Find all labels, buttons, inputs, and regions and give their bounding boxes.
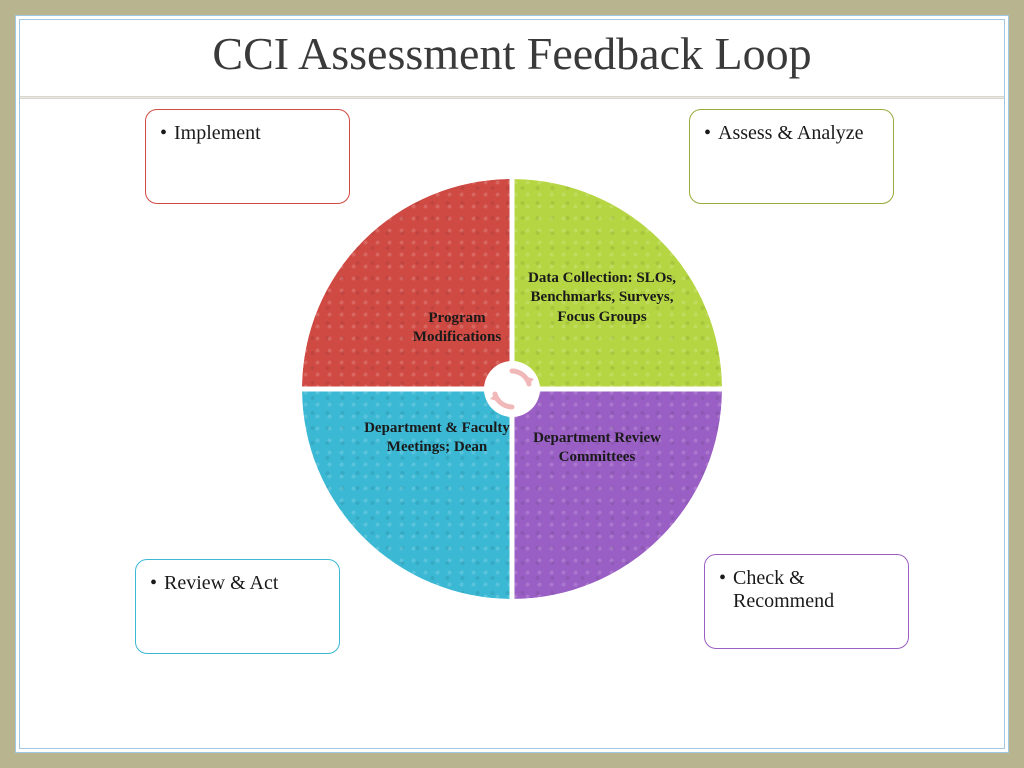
callout-text: Assess & Analyze <box>718 122 864 144</box>
page-title: CCI Assessment Feedback Loop <box>20 20 1004 96</box>
diagram-content: Implement Assess & Analyze Review & Act … <box>20 99 1004 679</box>
outer-frame: CCI Assessment Feedback Loop Implement A… <box>15 15 1009 753</box>
callout-text: Review & Act <box>164 572 278 594</box>
quadrant-program-mods <box>302 179 512 389</box>
quadrant-label-tl: Program Modifications <box>392 309 522 348</box>
quadrant-label-bl: Department & Faculty Meetings; Dean <box>362 419 512 458</box>
quadrant-label-tr: Data Collection: SLOs, Benchmarks, Surve… <box>527 269 677 328</box>
callout-text: Check & Recommend <box>733 567 834 612</box>
callout-text: Implement <box>174 122 261 144</box>
callout-check: Check & Recommend <box>704 554 909 649</box>
quadrant-label-br: Department Review Committees <box>527 429 667 468</box>
inner-frame: CCI Assessment Feedback Loop Implement A… <box>19 19 1005 749</box>
pie-chart: Program Modifications Data Collection: S… <box>302 179 722 599</box>
cycle-arrow-icon <box>482 359 542 419</box>
quadrant-review-committees <box>512 389 722 599</box>
